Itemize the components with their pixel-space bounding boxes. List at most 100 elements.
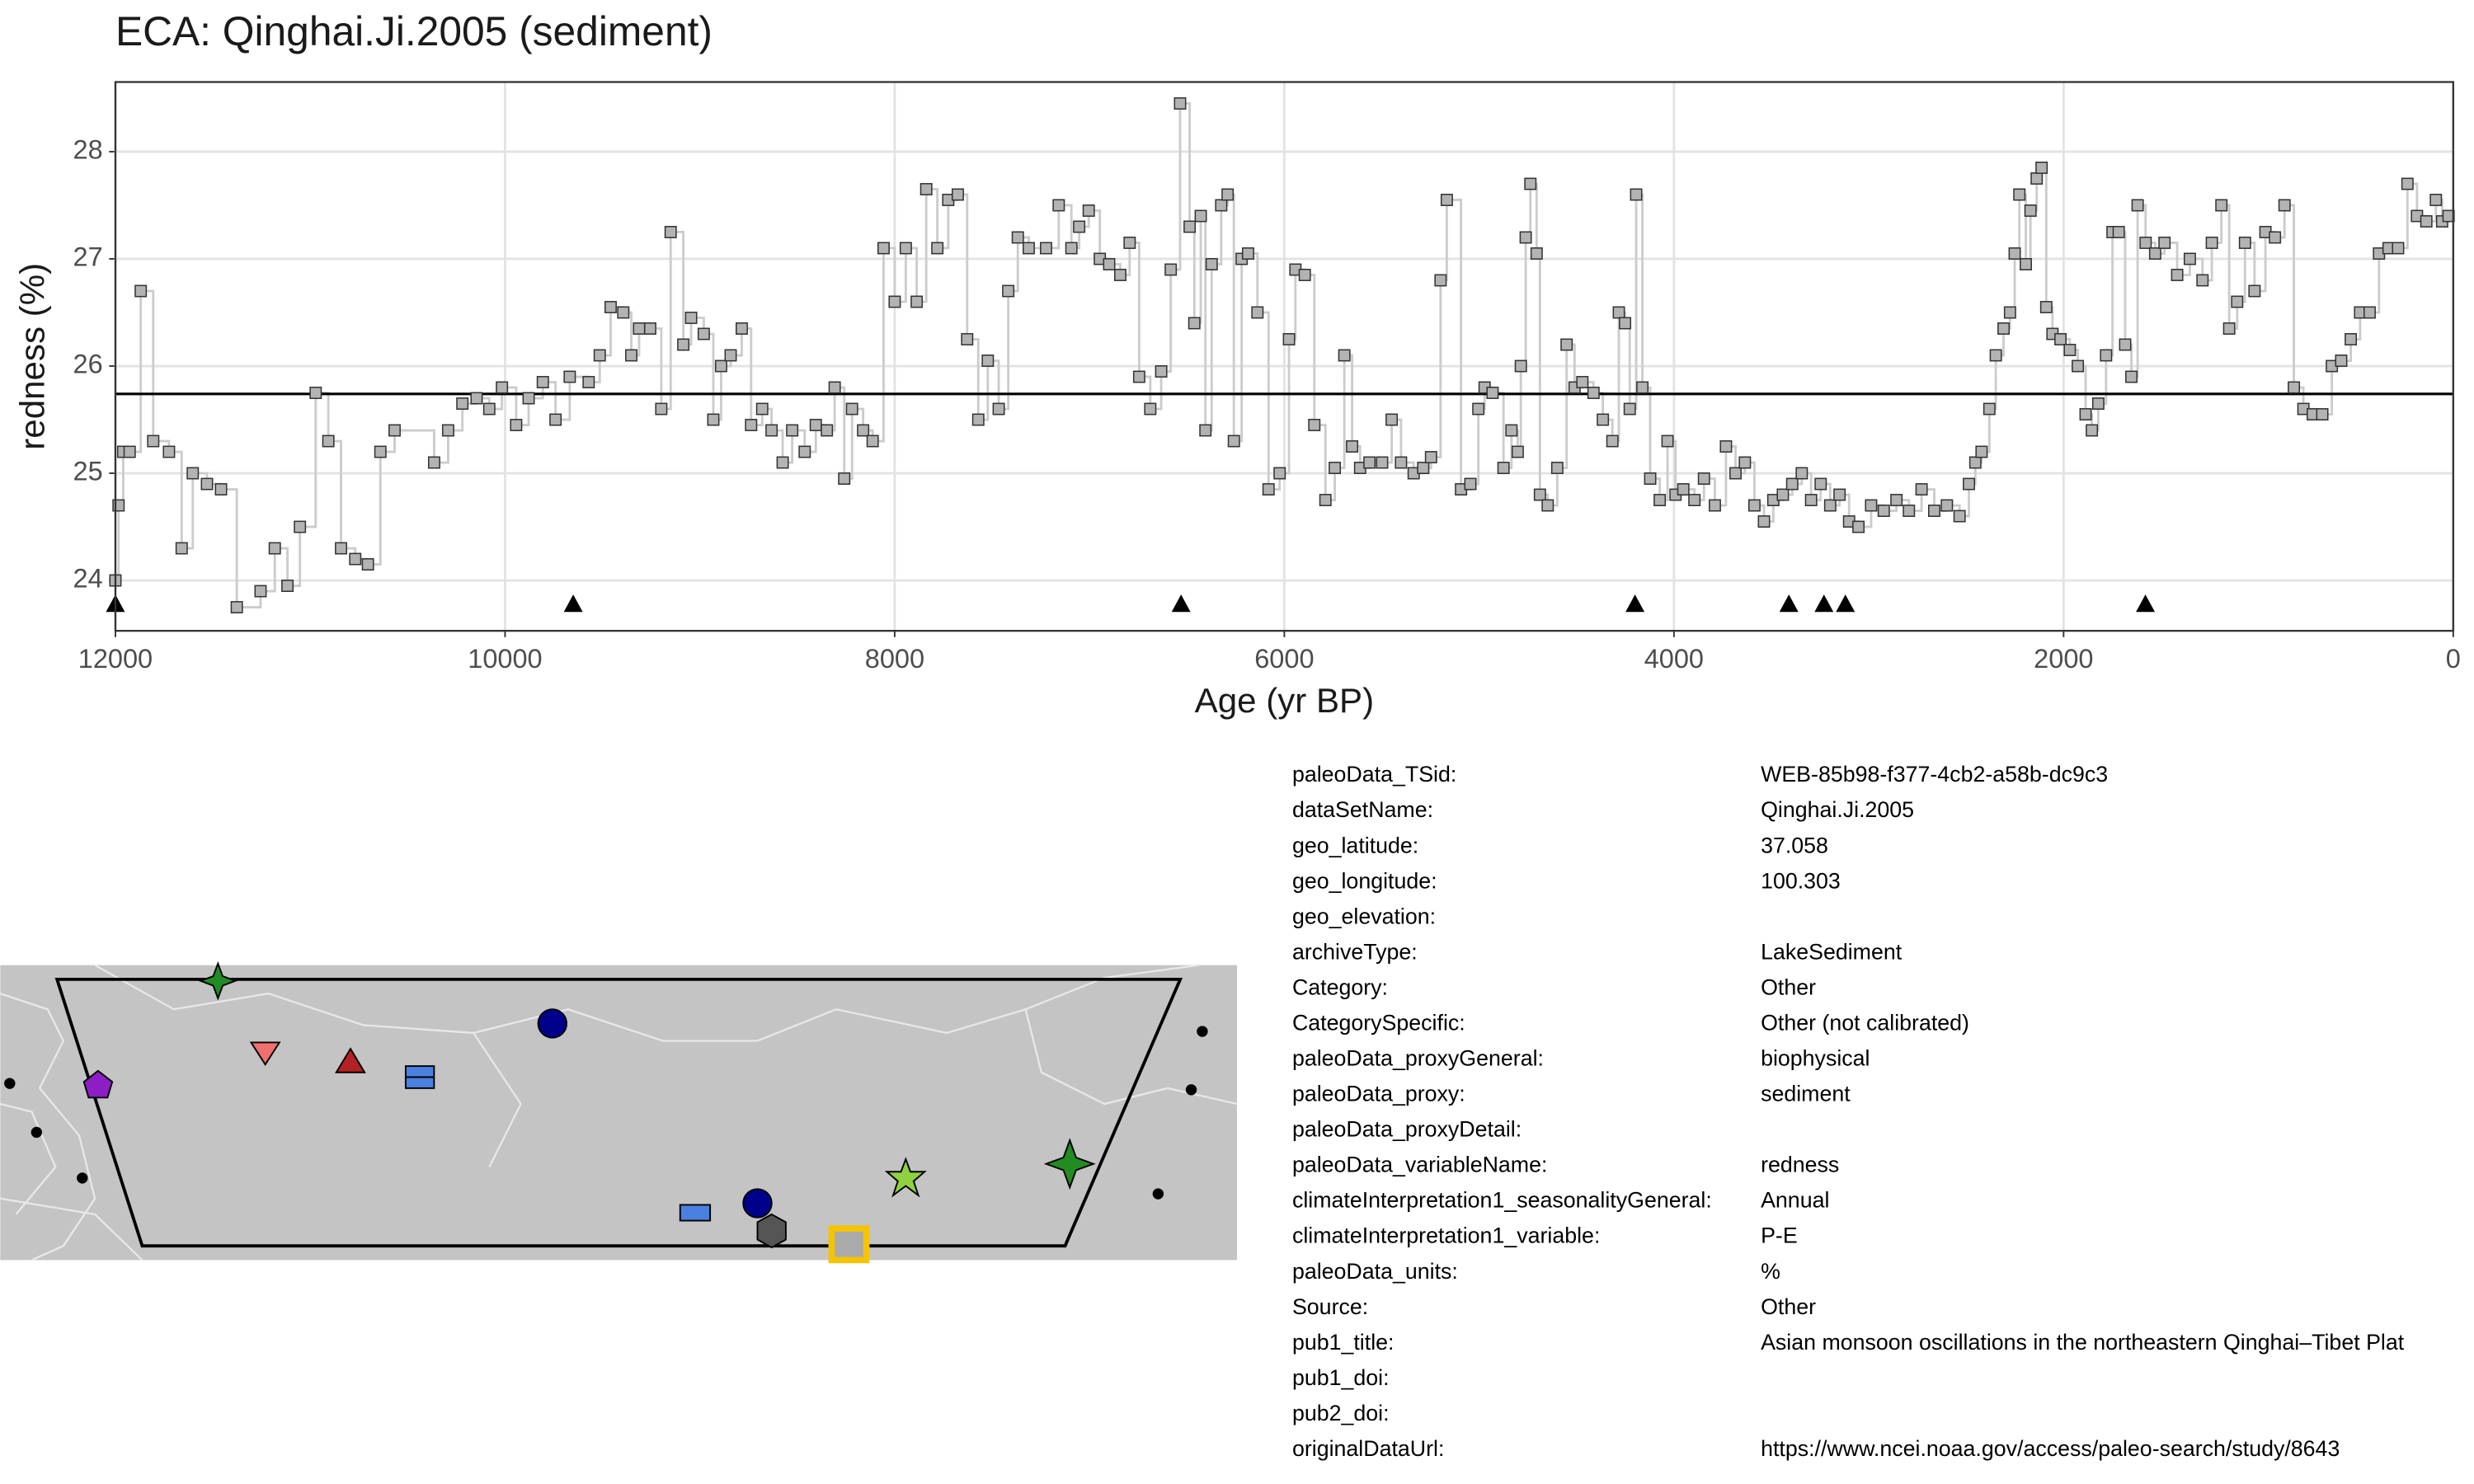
data-point — [1251, 306, 1264, 319]
data-point — [1308, 419, 1321, 431]
data-point — [268, 542, 281, 555]
plot-border — [114, 81, 2454, 632]
metadata-value: % — [1761, 1259, 1780, 1284]
data-point — [335, 542, 347, 555]
data-point — [2091, 397, 2105, 410]
y-tick-label: 28 — [73, 135, 102, 165]
data-point — [1524, 177, 1537, 190]
x-tick-label: 8000 — [865, 644, 924, 674]
age-control — [1779, 594, 1799, 613]
data-point — [1164, 263, 1178, 276]
metadata-key: geo_longitude: — [1292, 868, 1437, 893]
data-point — [1785, 477, 1799, 491]
data-point — [1709, 499, 1721, 512]
data-point — [1982, 402, 1996, 416]
data-point — [1541, 499, 1554, 512]
data-point — [186, 467, 200, 480]
age-control — [1625, 594, 1645, 613]
data-point — [809, 419, 822, 431]
data-point — [1963, 477, 1975, 491]
data-point — [175, 542, 188, 555]
data-point — [1738, 456, 1752, 469]
metadata-value: Other (not calibrated) — [1761, 1010, 1969, 1035]
metadata-key: pub2_doi: — [1292, 1401, 1390, 1425]
step-line — [115, 102, 2450, 608]
data-point — [1319, 494, 1332, 506]
data-point — [992, 402, 1005, 416]
x-tick-label: 10000 — [468, 644, 542, 674]
metadata-value: Asian monsoon oscillations in the northe… — [1761, 1330, 2405, 1355]
data-point — [1677, 483, 1690, 495]
data-point — [496, 381, 509, 394]
data-point — [254, 585, 267, 598]
data-point — [2086, 424, 2099, 437]
data-point — [910, 295, 924, 308]
data-point — [593, 349, 606, 362]
data-point — [1688, 494, 1701, 506]
data-point — [2222, 322, 2236, 335]
data-point — [1903, 505, 1916, 517]
data-point — [951, 188, 964, 201]
data-point — [1989, 349, 2002, 362]
data-point — [349, 552, 362, 566]
metadata-value: redness — [1761, 1153, 1839, 1177]
data-point — [1612, 306, 1625, 319]
data-point — [866, 434, 879, 448]
data-point — [877, 242, 890, 255]
data-point — [322, 434, 335, 448]
data-point — [1385, 413, 1399, 426]
data-point — [776, 456, 789, 469]
data-point — [1338, 349, 1351, 362]
data-point — [1174, 97, 1187, 110]
data-point — [625, 349, 637, 362]
data-point — [1346, 440, 1359, 453]
data-point — [2148, 247, 2161, 260]
data-point — [765, 424, 778, 437]
metadata-key: geo_latitude: — [1292, 833, 1418, 857]
data-point — [1103, 258, 1116, 270]
data-point — [684, 312, 698, 324]
metadata-value: Other — [1761, 1294, 1816, 1319]
data-point — [1194, 209, 1207, 223]
data-point — [1597, 413, 1610, 426]
data-point — [1661, 434, 1674, 448]
metadata-key: paleoData_variableName: — [1292, 1153, 1547, 1177]
data-point — [1273, 467, 1286, 480]
data-point — [1644, 472, 1657, 485]
age-control — [1171, 594, 1191, 613]
region-outline — [54, 977, 1183, 1248]
metadata-key: originalDataUrl: — [1292, 1436, 1444, 1461]
data-point — [2030, 172, 2044, 185]
age-control — [2136, 594, 2156, 613]
metadata-key: Source: — [1292, 1294, 1368, 1319]
data-point — [617, 306, 630, 319]
data-point — [1560, 338, 1573, 351]
data-point — [1472, 402, 1485, 416]
data-point — [2335, 355, 2348, 367]
data-point — [604, 301, 617, 313]
data-point — [1440, 194, 1453, 206]
map-background — [0, 965, 1237, 1261]
data-point — [1155, 365, 1168, 378]
data-point — [1890, 494, 1903, 506]
data-point — [1040, 242, 1052, 255]
data-point — [582, 376, 595, 388]
age-control — [1836, 594, 1856, 613]
data-point — [1227, 434, 1240, 448]
data-point — [1975, 445, 1988, 458]
data-point — [736, 322, 748, 335]
metadata-key: dataSetName: — [1292, 797, 1433, 822]
data-point — [981, 355, 995, 367]
data-point — [633, 322, 646, 335]
data-point — [1417, 462, 1430, 474]
data-point — [2158, 237, 2171, 249]
x-tick-label: 12000 — [78, 644, 153, 674]
data-point — [2072, 359, 2085, 373]
data-point — [1606, 434, 1619, 448]
data-point — [1298, 269, 1311, 281]
metadata-key: paleoData_proxyDetail: — [1292, 1117, 1522, 1142]
data-point — [1514, 359, 1527, 373]
data-point — [522, 392, 535, 405]
data-point — [1653, 494, 1667, 506]
